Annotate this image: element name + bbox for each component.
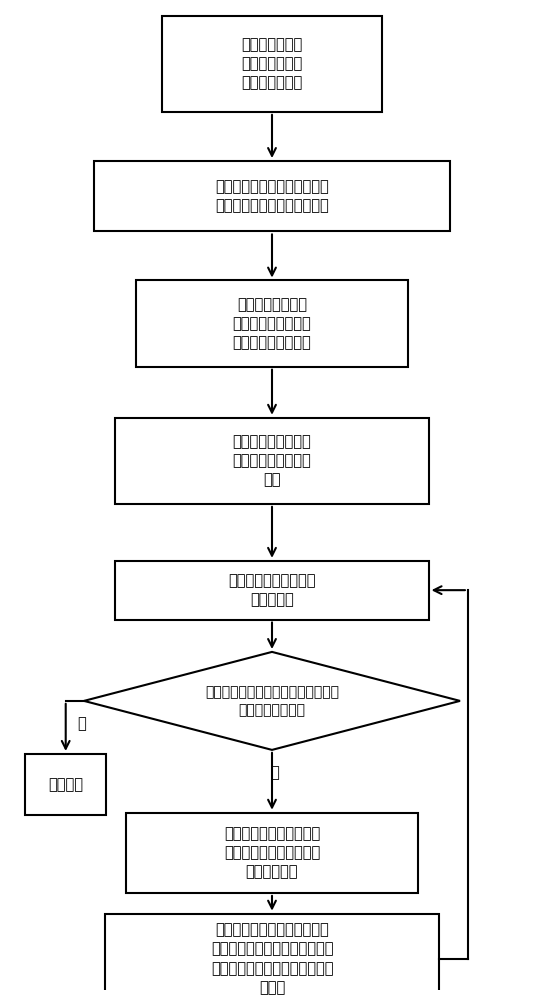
Bar [162, 16, 382, 112]
Text: 判断当前扫描的点是否为扫描轨迹中
的最后一个扫描点: 判断当前扫描的点是否为扫描轨迹中 的最后一个扫描点 [205, 685, 339, 717]
Text: 控制超声探头到达扫
描轨迹的第一个扫描
点：: 控制超声探头到达扫 描轨迹的第一个扫描 点： [233, 434, 311, 488]
Text: 扫描结束: 扫描结束 [48, 777, 83, 792]
Bar [136, 280, 408, 367]
Polygon shape [84, 652, 460, 750]
Text: 深度摄像装置拍
摄扫描场景，获
取乳腺组织区域: 深度摄像装置拍 摄扫描场景，获 取乳腺组织区域 [242, 37, 302, 91]
Bar [95, 161, 449, 231]
Text: 否: 否 [270, 765, 279, 780]
Bar [25, 754, 106, 815]
Bar [115, 561, 429, 620]
Text: 重建乳腺组织区域的三维表面
图，构建三维空间直角坐标系: 重建乳腺组织区域的三维表面 图，构建三维空间直角坐标系 [215, 179, 329, 213]
Text: 当超声探头完成当前点的扫描
时，超声探头在各方向上移动上
述相应的距离，到达下一个要扫
描的点: 当超声探头完成当前点的扫描 时，超声探头在各方向上移动上 述相应的距离，到达下一… [211, 922, 333, 995]
Text: 计算扫描轨迹下一个扫描
的点和当前扫描的点在各
方向上的距离: 计算扫描轨迹下一个扫描 的点和当前扫描的点在各 方向上的距离 [224, 826, 320, 880]
Bar [105, 914, 439, 1000]
Bar [115, 418, 429, 504]
Bar [126, 813, 418, 893]
Text: 是: 是 [77, 716, 86, 731]
Text: 计算机制定扫描轨
迹，根据扫描轨迹控
制三维运动装置工作: 计算机制定扫描轨 迹，根据扫描轨迹控 制三维运动装置工作 [233, 297, 311, 350]
Text: 超声探头对当前所处的
点进行扫描: 超声探头对当前所处的 点进行扫描 [228, 573, 316, 607]
